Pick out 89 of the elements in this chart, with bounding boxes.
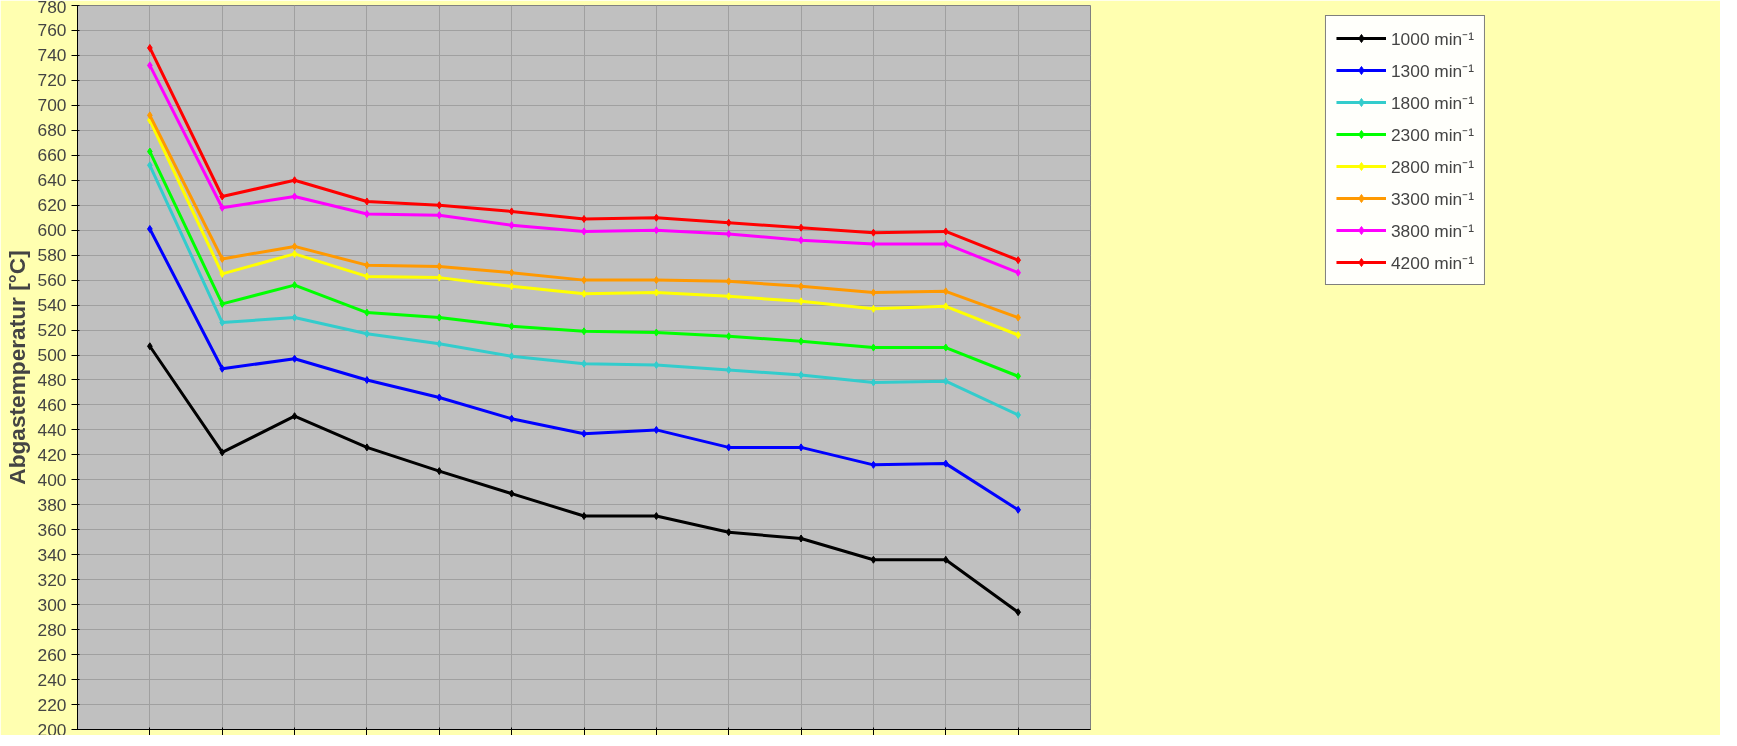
point (942, 555, 949, 564)
y-axis-title: Abgastemperatur [°C] (3, 250, 30, 485)
point (219, 318, 226, 327)
point (870, 239, 877, 248)
y-tick-label: 400 (37, 469, 67, 490)
legend-label: 1300 min⁻¹ (1390, 60, 1475, 82)
point (291, 249, 298, 258)
point (653, 512, 660, 521)
point (291, 313, 298, 322)
point (725, 366, 732, 374)
y-tick-label: 500 (37, 345, 67, 366)
point (436, 262, 443, 271)
point (508, 221, 515, 230)
point (870, 228, 877, 237)
point (508, 322, 515, 331)
y-tick-label: 300 (37, 594, 67, 615)
y-tick-label: 200 (37, 719, 67, 740)
legend-label: 3300 min⁻¹ (1390, 188, 1475, 210)
point (725, 229, 732, 238)
y-tick-label: 600 (37, 220, 67, 241)
point (291, 281, 298, 290)
y-tick-label: 640 (37, 170, 67, 191)
point (291, 192, 298, 201)
point (870, 304, 877, 313)
point (436, 313, 443, 322)
point (219, 269, 226, 278)
y-tick-label: 220 (37, 694, 67, 715)
y-tick-label: 260 (37, 644, 67, 665)
legend-label: 2300 min⁻¹ (1390, 124, 1475, 146)
point (725, 332, 732, 341)
y-tick-label: 580 (37, 245, 67, 266)
point (653, 276, 660, 285)
point (653, 226, 660, 235)
y-tick-label: 360 (37, 519, 67, 540)
point (291, 242, 298, 251)
point (291, 176, 298, 185)
point (508, 282, 515, 291)
legend-label: 1000 min⁻¹ (1390, 28, 1475, 50)
y-tick-label: 480 (37, 369, 67, 390)
point (508, 489, 515, 498)
point (219, 448, 226, 457)
y-tick-label: 540 (37, 295, 67, 316)
point (653, 328, 660, 337)
y-tick-label: 780 (37, 0, 67, 17)
point (291, 412, 298, 421)
y-tick-label: 680 (37, 120, 67, 141)
point (653, 361, 660, 369)
legend-label: 1800 min⁻¹ (1390, 92, 1475, 114)
y-tick-label: 620 (37, 195, 67, 216)
y-tick-label: 740 (37, 45, 67, 66)
y-tick-label: 380 (37, 494, 67, 515)
point (942, 239, 949, 248)
point (653, 425, 660, 434)
y-tick-label: 760 (37, 20, 67, 41)
y-tick-label: 460 (37, 394, 67, 415)
point (436, 273, 443, 282)
point (725, 218, 732, 227)
point (219, 299, 226, 308)
y-tick-label: 280 (37, 619, 67, 640)
y-tick-label: 340 (37, 544, 67, 565)
y-tick-label: 700 (37, 95, 67, 116)
y-tick-label: 720 (37, 70, 67, 91)
y-tick-label: 240 (37, 669, 67, 690)
point (653, 213, 660, 222)
point (219, 192, 226, 201)
point (653, 288, 660, 297)
point (870, 555, 877, 564)
y-tick-label: 440 (37, 419, 67, 440)
y-tick-label: 420 (37, 444, 67, 465)
y-tick-label: 660 (37, 145, 67, 166)
point (436, 339, 443, 348)
point (291, 354, 298, 363)
legend-label: 3800 min⁻¹ (1390, 220, 1475, 242)
y-tick-label: 320 (37, 569, 67, 590)
point (870, 460, 877, 469)
legend-label: 4200 min⁻¹ (1390, 252, 1475, 274)
y-tick-label: 560 (37, 270, 67, 291)
point (508, 352, 515, 361)
point (725, 292, 732, 301)
point (508, 207, 515, 216)
point (436, 467, 443, 476)
point (508, 414, 515, 423)
point (436, 393, 443, 402)
point (725, 277, 732, 286)
point (219, 203, 226, 212)
y-tick-label: 520 (37, 320, 67, 341)
point (725, 443, 732, 452)
point (725, 528, 732, 537)
legend-label: 2800 min⁻¹ (1390, 156, 1475, 178)
